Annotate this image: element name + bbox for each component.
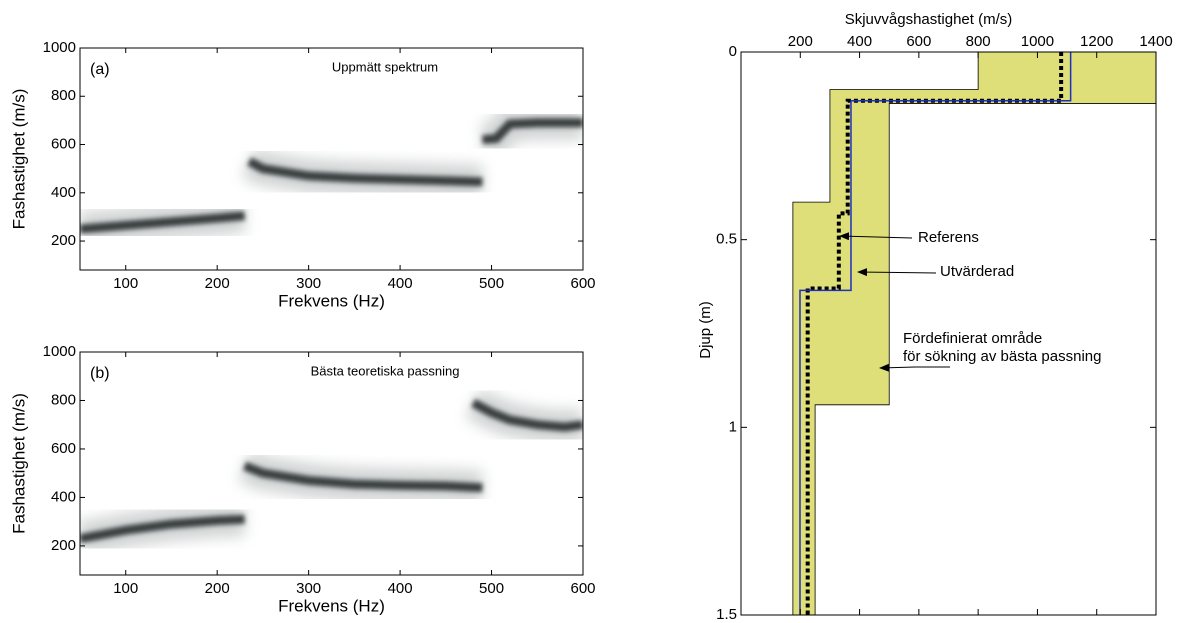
arrow — [857, 268, 937, 277]
panel-title: Uppmätt spektrum — [332, 59, 438, 74]
profile-line — [799, 52, 1072, 615]
ridge — [247, 157, 483, 187]
x-tick-label: 300 — [296, 580, 321, 597]
annotation-arrows — [839, 232, 950, 372]
x-tick-label: 600 — [570, 580, 595, 597]
x-axis-label: Frekvens (Hz) — [278, 291, 385, 310]
y-tick-label: 200 — [51, 537, 76, 554]
x-tick-label: 1400 — [1139, 33, 1172, 50]
x-tick-label: 400 — [388, 580, 413, 597]
ridge — [242, 461, 483, 493]
x-tick-label: 500 — [479, 275, 504, 292]
x-tick-label: 200 — [205, 275, 230, 292]
ridge — [80, 514, 245, 544]
y-tick-label: 800 — [51, 87, 76, 104]
y-tick-label: 1.5 — [716, 606, 737, 623]
y-tick-label: 0 — [729, 43, 737, 60]
x-tick-label: 100 — [113, 275, 138, 292]
y-axis-label: Fashastighet (m/s) — [9, 393, 28, 534]
y-tick-label: 1000 — [43, 343, 76, 360]
y-tick-label: 0.5 — [716, 231, 737, 248]
y-tick-label: 800 — [51, 391, 76, 408]
y-tick-label: 1 — [729, 418, 737, 435]
y-tick-label: 1000 — [43, 39, 76, 56]
x-tick-label: 1000 — [1021, 33, 1054, 50]
x-tick-label: 100 — [113, 580, 138, 597]
region-annotation: för sökning av bästa passning — [903, 348, 1101, 365]
region-annotation: Fördefinierat område — [903, 330, 1042, 347]
series-annotation: Utvärderad — [940, 263, 1014, 280]
arrow — [839, 232, 913, 241]
x-tick-label: 1200 — [1080, 33, 1113, 50]
x-tick-label: 400 — [847, 33, 872, 50]
axes-frame — [740, 51, 1157, 616]
plot-area — [80, 105, 583, 246]
x-tick-label: 600 — [570, 275, 595, 292]
ridge — [80, 211, 246, 234]
y-axis-label: Fashastighet (m/s) — [9, 89, 28, 230]
series-annotation: Referens — [918, 229, 979, 246]
axes-frame — [79, 47, 584, 271]
panel-label: (a) — [90, 61, 110, 78]
axes-frame — [79, 351, 584, 576]
x-tick-label: 200 — [788, 33, 813, 50]
x-tick-label: 400 — [388, 275, 413, 292]
y-tick-label: 400 — [51, 488, 76, 505]
x-tick-label: 200 — [205, 580, 230, 597]
ridge — [471, 398, 583, 432]
arrow — [879, 363, 950, 372]
panel-label: (b) — [90, 365, 110, 382]
y-tick-label: 600 — [51, 440, 76, 457]
y-tick-label: 600 — [51, 135, 76, 152]
x-axis-label: Skjuvvågshastighet (m/s) — [845, 11, 1013, 28]
y-tick-label: 200 — [51, 232, 76, 249]
panel-title: Bästa teoretiska passning — [311, 363, 460, 378]
x-tick-label: 500 — [479, 580, 504, 597]
x-tick-label: 300 — [296, 275, 321, 292]
y-tick-label: 400 — [51, 184, 76, 201]
ridge — [482, 118, 583, 145]
x-tick-label: 600 — [906, 33, 931, 50]
x-axis-label: Frekvens (Hz) — [278, 596, 385, 615]
x-tick-label: 800 — [966, 33, 991, 50]
y-axis-label: Djup (m) — [697, 301, 714, 359]
plot-area — [80, 387, 583, 556]
